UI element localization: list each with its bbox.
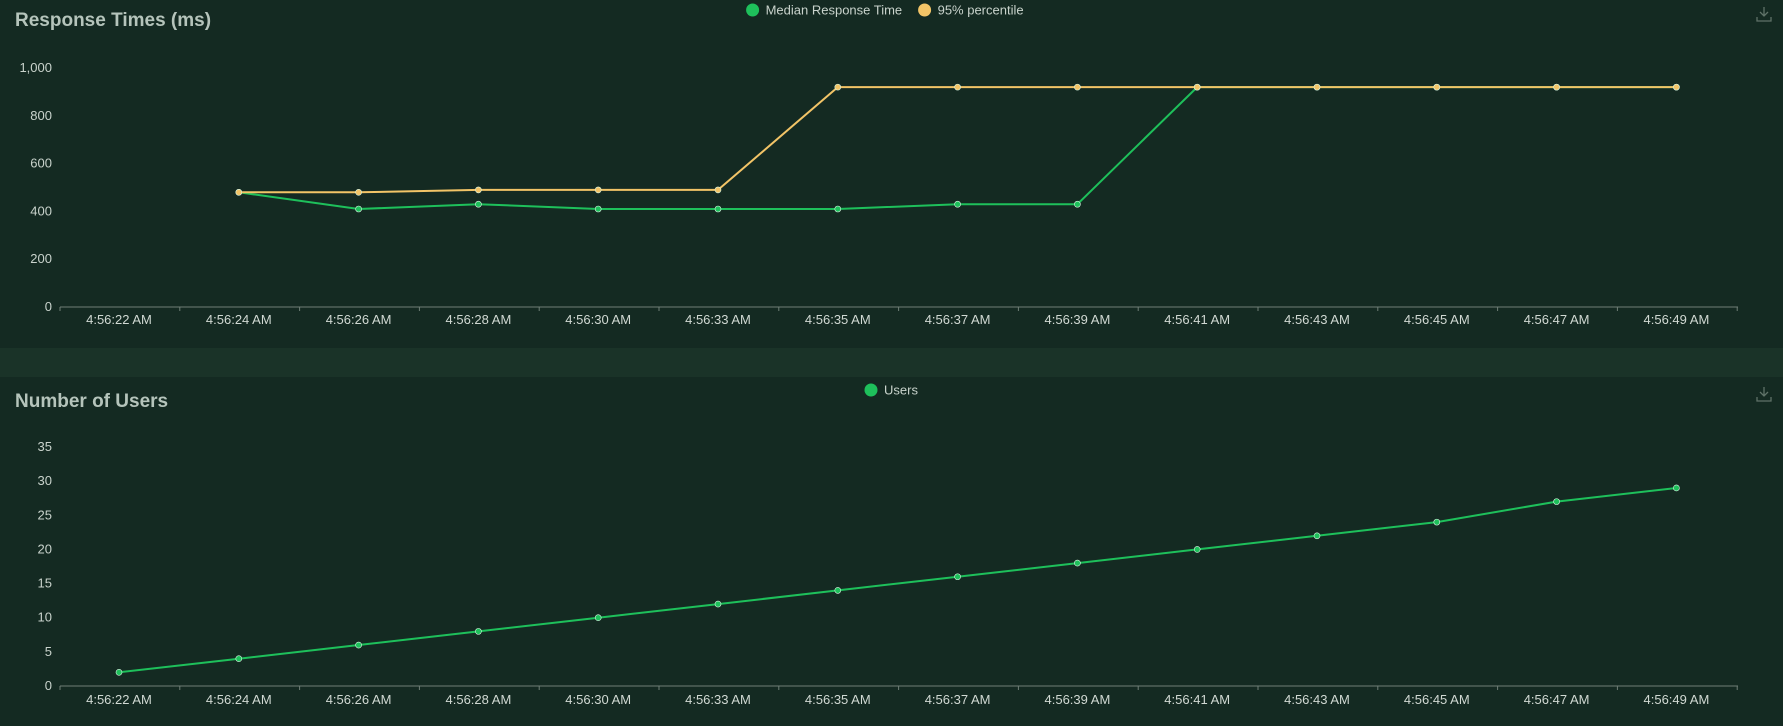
download-icon[interactable] [1755, 385, 1773, 403]
data-point[interactable] [715, 187, 721, 193]
chart-title: Response Times (ms) [15, 10, 211, 32]
response-times-panel: 4:56:22 AM 4:56:24 AM 4:56:26 AM 4:56:28 AM… [0, 0, 1783, 348]
x-tick-label: 4:56:49 AM [1644, 312, 1710, 327]
y-tick-label: 0 [45, 299, 52, 314]
y-tick-label: 5 [45, 644, 52, 659]
legend-marker [918, 4, 931, 17]
y-tick-label: 10 [38, 610, 52, 625]
x-tick-label: 4:56:49 AM [1644, 692, 1710, 707]
data-point[interactable] [1314, 533, 1320, 539]
data-point[interactable] [356, 189, 362, 195]
data-point[interactable] [236, 656, 242, 662]
y-tick-label: 800 [30, 108, 52, 123]
x-tick-label: 4:56:24 AM [206, 312, 272, 327]
y-tick-label: 200 [30, 251, 52, 266]
series-line [119, 488, 1676, 672]
data-point[interactable] [236, 189, 242, 195]
x-tick-label: 4:56:28 AM [446, 692, 512, 707]
series-line [239, 87, 1677, 192]
y-tick-label: 25 [38, 507, 52, 522]
data-point[interactable] [1074, 560, 1080, 566]
data-point[interactable] [595, 206, 601, 212]
data-point[interactable] [1554, 84, 1560, 90]
data-point[interactable] [595, 187, 601, 193]
y-tick-label: 15 [38, 576, 52, 591]
x-tick-label: 4:56:43 AM [1284, 692, 1350, 707]
download-icon-graphic [1755, 385, 1773, 403]
x-tick-label: 4:56:33 AM [685, 312, 751, 327]
data-point[interactable] [1074, 201, 1080, 207]
data-point[interactable] [356, 642, 362, 648]
x-tick-label: 4:56:26 AM [326, 312, 392, 327]
data-point[interactable] [475, 628, 481, 634]
x-tick-label: 4:56:22 AM [86, 692, 152, 707]
x-tick-label: 4:56:30 AM [565, 312, 631, 327]
x-tick-label: 4:56:37 AM [925, 692, 991, 707]
x-tick-label: 4:56:47 AM [1524, 312, 1590, 327]
data-point[interactable] [1673, 84, 1679, 90]
data-point[interactable] [835, 587, 841, 593]
legend-marker [746, 4, 759, 17]
data-point[interactable] [955, 574, 961, 580]
x-tick-label: 4:56:35 AM [805, 692, 871, 707]
response-times-chart: 4:56:22 AM 4:56:24 AM 4:56:26 AM 4:56:28 AM… [0, 0, 1783, 348]
number-of-users-panel: 4:56:22 AM 4:56:24 AM 4:56:26 AM 4:56:28 AM… [0, 377, 1783, 726]
legend: Median Response Time 95% percentile [746, 3, 1024, 18]
data-point[interactable] [955, 201, 961, 207]
x-tick-label: 4:56:39 AM [1045, 692, 1111, 707]
legend-label: 95% percentile [938, 3, 1024, 18]
data-point[interactable] [356, 206, 362, 212]
x-tick-label: 4:56:45 AM [1404, 312, 1470, 327]
x-tick-label: 4:56:45 AM [1404, 692, 1470, 707]
x-tick-label: 4:56:41 AM [1164, 692, 1230, 707]
x-tick-label: 4:56:26 AM [326, 692, 392, 707]
data-point[interactable] [835, 84, 841, 90]
y-tick-label: 20 [38, 541, 52, 556]
legend-item[interactable]: Users [865, 383, 919, 398]
x-tick-label: 4:56:43 AM [1284, 312, 1350, 327]
data-point[interactable] [1074, 84, 1080, 90]
data-point[interactable] [595, 615, 601, 621]
data-point[interactable] [715, 206, 721, 212]
data-point[interactable] [116, 669, 122, 675]
legend-label: Users [884, 383, 918, 398]
data-point[interactable] [475, 187, 481, 193]
download-icon-graphic [1755, 5, 1773, 23]
x-tick-label: 4:56:35 AM [805, 312, 871, 327]
y-tick-label: 35 [38, 439, 52, 454]
y-tick-label: 400 [30, 203, 52, 218]
download-icon[interactable] [1755, 5, 1773, 23]
data-point[interactable] [955, 84, 961, 90]
data-point[interactable] [1673, 485, 1679, 491]
legend-item[interactable]: 95% percentile [918, 3, 1024, 18]
x-tick-label: 4:56:22 AM [86, 312, 152, 327]
chart-title: Number of Users [15, 391, 168, 413]
x-tick-label: 4:56:39 AM [1045, 312, 1111, 327]
data-point[interactable] [1434, 519, 1440, 525]
data-point[interactable] [1554, 499, 1560, 505]
data-point[interactable] [1194, 84, 1200, 90]
legend-label: Median Response Time [766, 3, 903, 18]
x-tick-label: 4:56:37 AM [925, 312, 991, 327]
data-point[interactable] [715, 601, 721, 607]
data-point[interactable] [475, 201, 481, 207]
x-tick-label: 4:56:24 AM [206, 692, 272, 707]
x-tick-label: 4:56:33 AM [685, 692, 751, 707]
y-tick-label: 0 [45, 678, 52, 693]
data-point[interactable] [835, 206, 841, 212]
x-tick-label: 4:56:47 AM [1524, 692, 1590, 707]
x-tick-label: 4:56:28 AM [446, 312, 512, 327]
x-tick-label: 4:56:41 AM [1164, 312, 1230, 327]
number-of-users-chart: 4:56:22 AM 4:56:24 AM 4:56:26 AM 4:56:28 AM… [0, 377, 1783, 726]
x-tick-label: 4:56:30 AM [565, 692, 631, 707]
data-point[interactable] [1194, 546, 1200, 552]
legend: Users [865, 383, 919, 398]
legend-marker [865, 384, 878, 397]
y-tick-label: 1,000 [19, 60, 52, 75]
y-tick-label: 30 [38, 473, 52, 488]
legend-item[interactable]: Median Response Time [746, 3, 902, 18]
y-tick-label: 600 [30, 156, 52, 171]
data-point[interactable] [1314, 84, 1320, 90]
data-point[interactable] [1434, 84, 1440, 90]
